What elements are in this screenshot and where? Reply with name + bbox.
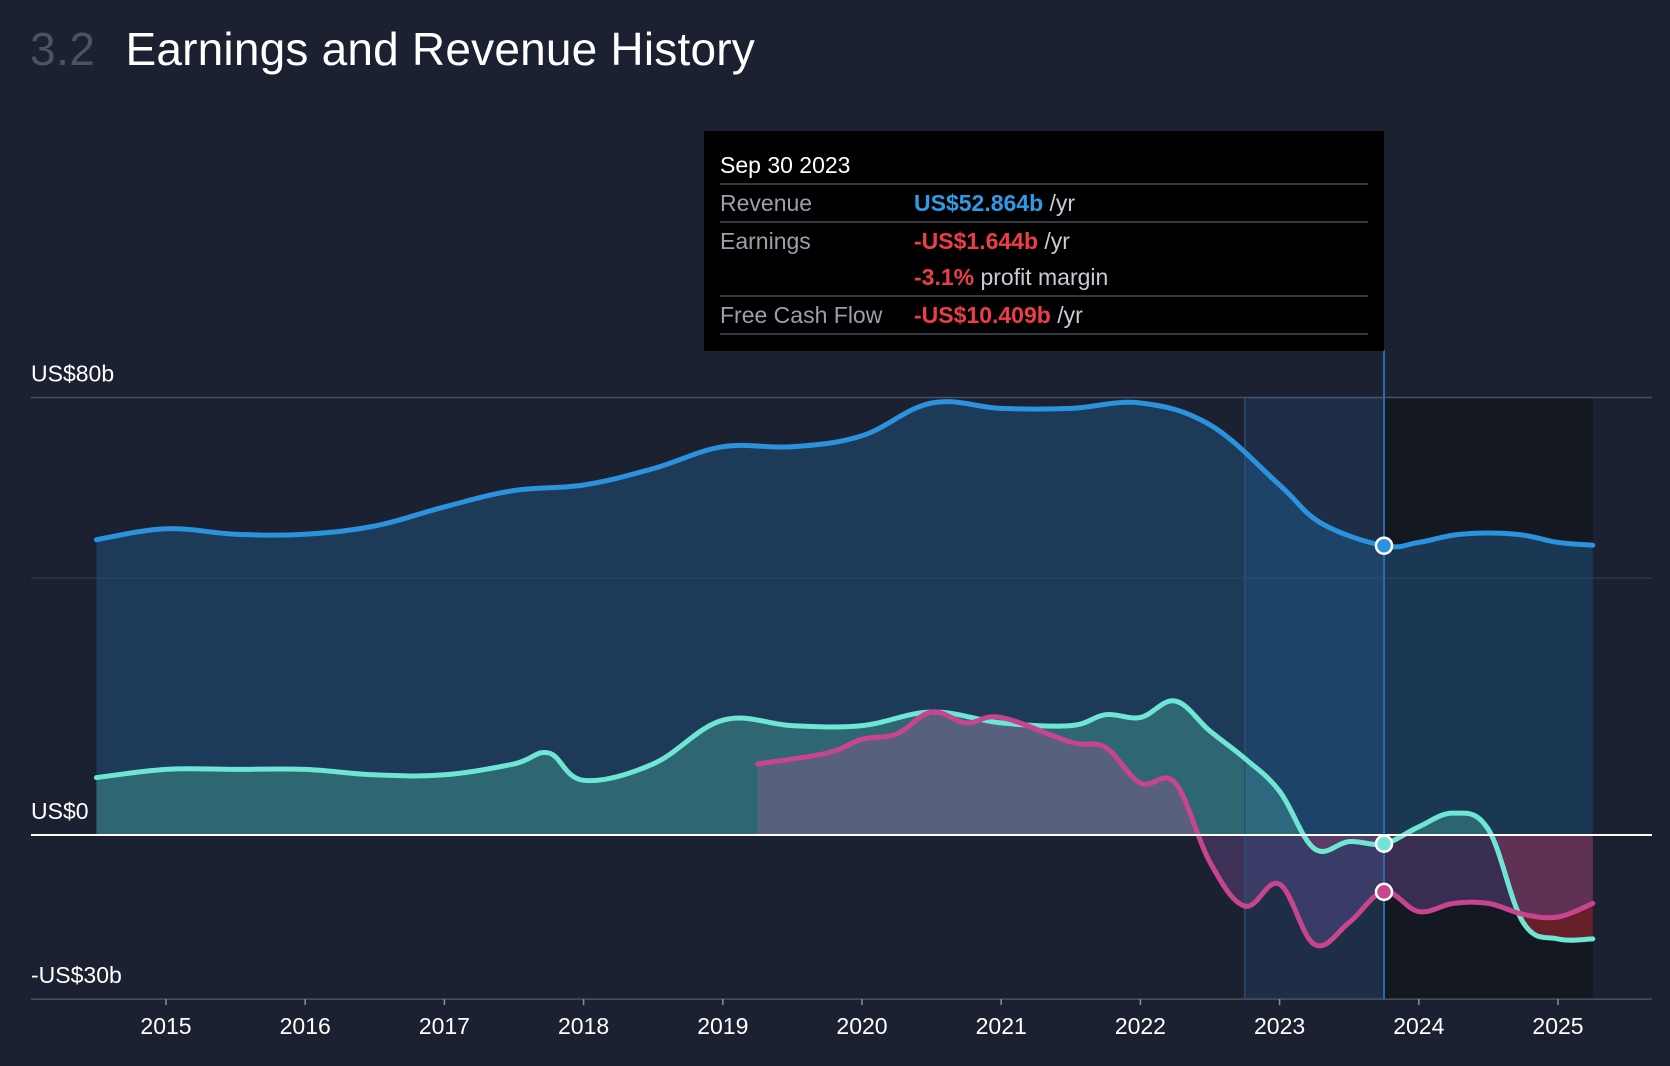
revenue-marker[interactable] — [1374, 536, 1394, 555]
x-axis-label: 2024 — [1393, 1013, 1444, 1039]
x-axis-label: 2018 — [558, 1013, 609, 1039]
earnings-marker[interactable] — [1374, 834, 1394, 853]
tooltip-margin-value: -3.1% — [914, 264, 975, 290]
y-axis-label: US$80b — [31, 361, 114, 387]
y-axis-label: -US$30b — [31, 962, 122, 988]
tooltip-revenue-label: Revenue — [720, 190, 813, 216]
data-tooltip: Sep 30 2023 Revenue US$52.864b /yr Earni… — [704, 131, 1384, 351]
x-axis-label: 2021 — [976, 1013, 1027, 1039]
earnings-line[interactable] — [93, 698, 1596, 943]
tooltip-earnings-label: Earnings — [720, 228, 811, 254]
tooltip-revenue-row: Revenue US$52.864b /yr — [720, 185, 1368, 223]
section-number: 3.2 — [30, 23, 96, 75]
fcf-marker[interactable] — [1374, 882, 1394, 902]
tooltip-revenue-unit: /yr — [1049, 190, 1076, 216]
tooltip-earnings-value: -US$1.644b — [914, 228, 1039, 254]
x-axis-label: 2022 — [1115, 1013, 1166, 1039]
x-axis-label: 2019 — [697, 1013, 748, 1039]
tooltip-date: Sep 30 2023 — [720, 147, 1368, 185]
x-axis-label: 2023 — [1254, 1013, 1305, 1039]
fcf-area-positive — [757, 711, 1593, 835]
tooltip-fcf-label: Free Cash Flow — [720, 302, 883, 328]
y-axis-label: US$0 — [31, 798, 89, 824]
tooltip-earnings-unit: /yr — [1044, 228, 1070, 254]
x-axis-label: 2016 — [280, 1013, 331, 1039]
past-year-highlight — [1244, 397, 1384, 1000]
x-axis-label: 2025 — [1532, 1013, 1583, 1039]
tooltip-fcf-unit: /yr — [1057, 302, 1083, 328]
x-axis-label: 2017 — [419, 1013, 470, 1039]
tooltip-fcf-row: Free Cash Flow -US$10.409b /yr — [720, 297, 1368, 335]
page-title: Earnings and Revenue History — [125, 23, 755, 75]
fcf-line[interactable] — [755, 709, 1596, 949]
tooltip-earnings-row: Earnings -US$1.644b /yr -3.1% profit mar… — [720, 223, 1368, 297]
tooltip-margin-label: profit margin — [980, 264, 1109, 290]
tooltip-revenue-value: US$52.864b — [914, 190, 1044, 216]
x-axis-label: 2015 — [140, 1013, 191, 1039]
tooltip-fcf-value: -US$10.409b — [914, 302, 1051, 328]
revenue-area — [96, 401, 1593, 835]
header: 3.2 Earnings and Revenue History — [30, 22, 755, 76]
revenue-line[interactable] — [93, 399, 1596, 550]
x-axis-label: 2020 — [836, 1013, 887, 1039]
